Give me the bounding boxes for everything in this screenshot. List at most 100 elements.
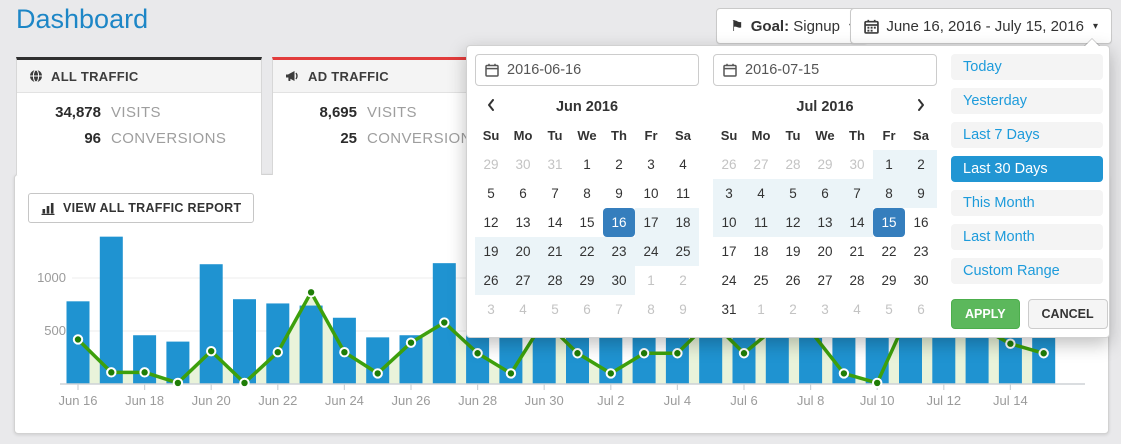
calendar-day[interactable]: 24	[721, 273, 737, 288]
calendar-day[interactable]: 22	[881, 244, 897, 259]
calendar-day[interactable]: 28	[849, 273, 865, 288]
calendar-day[interactable]: 15	[873, 208, 905, 237]
calendar-day[interactable]: 5	[551, 302, 559, 317]
calendar-day[interactable]: 8	[873, 179, 905, 208]
range-option-this-month[interactable]: This Month	[951, 190, 1103, 216]
calendar-day[interactable]: 23	[913, 244, 929, 259]
range-option-custom-range[interactable]: Custom Range	[951, 258, 1103, 284]
calendar-next-icon[interactable]	[905, 92, 937, 121]
calendar-day[interactable]: 3	[647, 157, 655, 172]
calendar-day[interactable]: 29	[571, 266, 603, 295]
calendar-day[interactable]: 26	[475, 266, 507, 295]
calendar-day[interactable]: 18	[753, 244, 769, 259]
calendar-day[interactable]: 14	[841, 208, 873, 237]
calendar-day[interactable]: 19	[475, 237, 507, 266]
all-traffic-card[interactable]: ALL TRAFFIC 34,878 VISITS 96 CONVERSIONS	[16, 57, 262, 175]
cancel-button[interactable]: CANCEL	[1027, 299, 1108, 329]
calendar-day[interactable]: 29	[483, 157, 499, 172]
calendar-day[interactable]: 1	[873, 150, 905, 179]
calendar-day[interactable]: 4	[853, 302, 861, 317]
calendar-day[interactable]: 21	[849, 244, 865, 259]
apply-button[interactable]: APPLY	[951, 299, 1020, 329]
calendar-day[interactable]: 5	[487, 186, 495, 201]
calendar-day[interactable]: 11	[745, 208, 777, 237]
calendar-day[interactable]: 31	[547, 157, 563, 172]
calendar-day[interactable]: 3	[487, 302, 495, 317]
calendar-day[interactable]: 4	[519, 302, 527, 317]
calendar-day[interactable]: 3	[713, 179, 745, 208]
calendar-day[interactable]: 23	[603, 237, 635, 266]
calendar-day[interactable]: 21	[539, 237, 571, 266]
range-option-last-30-days[interactable]: Last 30 Days	[951, 156, 1103, 182]
calendar-day[interactable]: 20	[507, 237, 539, 266]
calendar-day[interactable]: 2	[615, 157, 623, 172]
calendar-day[interactable]: 28	[785, 157, 801, 172]
calendar-day[interactable]: 5	[777, 179, 809, 208]
calendar-day[interactable]: 25	[753, 273, 769, 288]
calendar-day[interactable]: 18	[667, 208, 699, 237]
calendar-day[interactable]: 27	[507, 266, 539, 295]
calendar-day[interactable]: 22	[571, 237, 603, 266]
calendar-day[interactable]: 30	[849, 157, 865, 172]
calendar-day[interactable]: 7	[551, 186, 559, 201]
calendar-day[interactable]: 10	[713, 208, 745, 237]
calendar-day[interactable]: 12	[483, 215, 499, 230]
calendar-day[interactable]: 13	[515, 215, 531, 230]
calendar-day[interactable]: 16	[913, 215, 929, 230]
calendar-day[interactable]: 30	[515, 157, 531, 172]
calendar-day[interactable]: 1	[583, 157, 591, 172]
calendar-day[interactable]: 6	[519, 186, 527, 201]
calendar-day[interactable]: 24	[635, 237, 667, 266]
calendar-day[interactable]: 30	[603, 266, 635, 295]
calendar-day[interactable]: 8	[647, 302, 655, 317]
calendar-day[interactable]: 9	[905, 179, 937, 208]
range-option-yesterday[interactable]: Yesterday	[951, 88, 1103, 114]
view-all-traffic-report-button[interactable]: VIEW ALL TRAFFIC REPORT	[28, 193, 255, 223]
calendar-day[interactable]: 26	[721, 157, 737, 172]
calendar-day[interactable]: 26	[785, 273, 801, 288]
calendar-day[interactable]: 6	[809, 179, 841, 208]
calendar-day[interactable]: 9	[615, 186, 623, 201]
calendar-day[interactable]: 27	[817, 273, 833, 288]
calendar-day[interactable]: 6	[917, 302, 925, 317]
range-option-today[interactable]: Today	[951, 54, 1103, 80]
calendar-day[interactable]: 2	[905, 150, 937, 179]
calendar-day[interactable]: 29	[817, 157, 833, 172]
calendar-prev-icon[interactable]	[475, 92, 507, 121]
calendar-day[interactable]: 12	[777, 208, 809, 237]
range-option-last-month[interactable]: Last Month	[951, 224, 1103, 250]
calendar-day[interactable]: 19	[785, 244, 801, 259]
calendar-day[interactable]: 6	[583, 302, 591, 317]
calendar-day[interactable]: 10	[643, 186, 659, 201]
calendar-day[interactable]: 31	[721, 302, 737, 317]
calendar-day[interactable]: 8	[583, 186, 591, 201]
calendar-day[interactable]: 15	[579, 215, 595, 230]
calendar-day[interactable]: 30	[913, 273, 929, 288]
range-option-last-7-days[interactable]: Last 7 Days	[951, 122, 1103, 148]
calendar-day[interactable]: 4	[679, 157, 687, 172]
calendar-day[interactable]: 17	[721, 244, 737, 259]
calendar-day[interactable]: 28	[539, 266, 571, 295]
calendar-day[interactable]: 13	[809, 208, 841, 237]
calendar-day[interactable]: 9	[679, 302, 687, 317]
calendar-day[interactable]: 11	[675, 186, 690, 201]
calendar-day[interactable]: 27	[753, 157, 769, 172]
calendar-day[interactable]: 1	[757, 302, 765, 317]
calendar-day[interactable]: 14	[547, 215, 563, 230]
calendar-day[interactable]: 7	[615, 302, 623, 317]
calendar-day[interactable]: 1	[647, 273, 655, 288]
calendar-day[interactable]: 5	[885, 302, 893, 317]
start-date-input[interactable]: 2016-06-16	[475, 54, 699, 86]
calendar-day[interactable]: 2	[789, 302, 797, 317]
calendar-day[interactable]: 4	[745, 179, 777, 208]
end-date-input[interactable]: 2016-07-15	[713, 54, 937, 86]
calendar-day[interactable]: 2	[679, 273, 687, 288]
calendar-day[interactable]: 3	[821, 302, 829, 317]
calendar-day[interactable]: 17	[635, 208, 667, 237]
calendar-day[interactable]: 20	[817, 244, 833, 259]
goal-dropdown-button[interactable]: ⚑ Goal: Signup ▾	[716, 8, 868, 44]
calendar-day[interactable]: 16	[603, 208, 635, 237]
date-range-dropdown-button[interactable]: June 16, 2016 - July 15, 2016 ▾	[850, 8, 1112, 44]
calendar-day[interactable]: 29	[881, 273, 897, 288]
calendar-day[interactable]: 7	[841, 179, 873, 208]
